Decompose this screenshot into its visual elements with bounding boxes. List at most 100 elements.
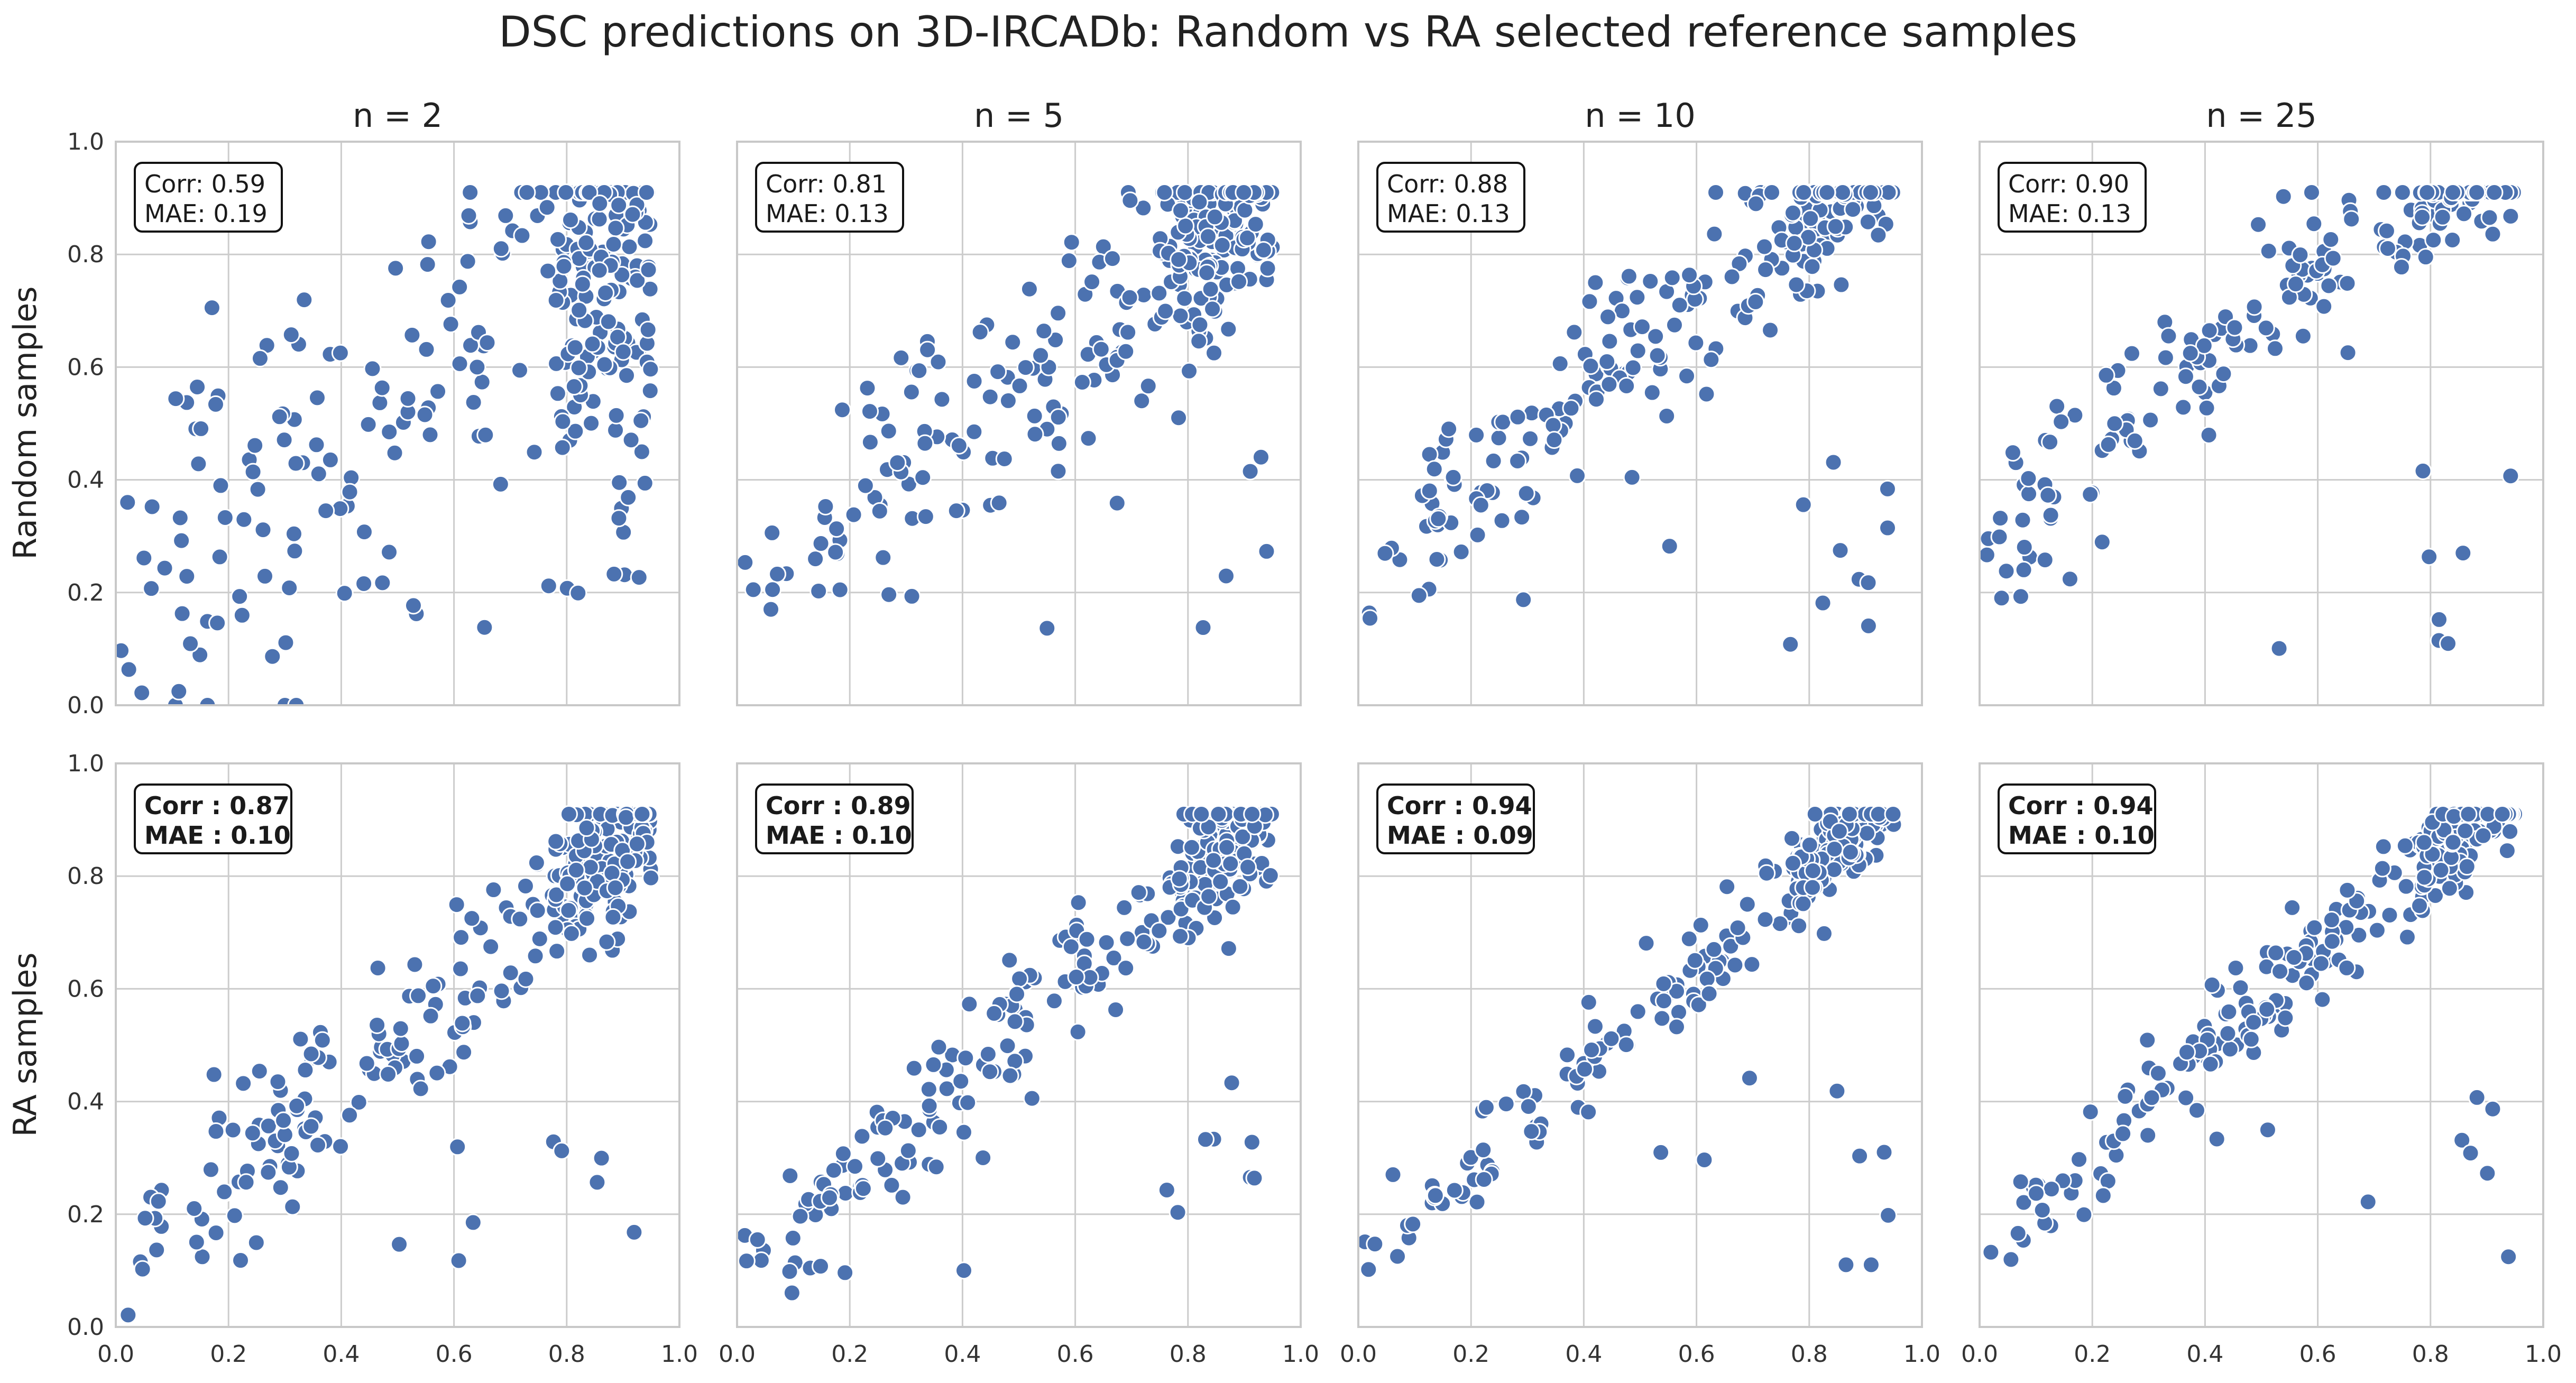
data-point xyxy=(1763,183,1781,201)
data-point xyxy=(263,647,282,666)
data-point xyxy=(2324,249,2342,268)
data-point xyxy=(170,682,188,700)
data-point xyxy=(1120,288,1139,307)
data-point xyxy=(2297,974,2316,992)
data-point xyxy=(916,508,935,526)
data-point xyxy=(1252,448,1270,466)
data-point xyxy=(409,986,428,1005)
data-point xyxy=(2181,344,2200,363)
data-point xyxy=(250,1062,269,1081)
data-point xyxy=(282,1144,301,1163)
data-point xyxy=(1800,836,1819,854)
y-tick-label: 0.0 xyxy=(67,692,104,719)
data-point xyxy=(516,877,535,896)
data-point xyxy=(1182,838,1201,856)
data-point xyxy=(905,1059,923,1077)
data-point xyxy=(2305,918,2324,937)
data-point xyxy=(1467,426,1486,444)
data-point xyxy=(307,436,326,454)
data-point xyxy=(1196,1130,1215,1149)
data-point xyxy=(2141,411,2160,429)
data-point xyxy=(1667,1018,1686,1036)
data-point xyxy=(780,1262,799,1281)
data-point xyxy=(2070,1150,2089,1169)
data-point xyxy=(1824,453,1843,472)
data-point xyxy=(288,1096,306,1115)
data-point xyxy=(447,896,466,914)
data-point xyxy=(235,510,253,529)
data-point xyxy=(475,618,494,637)
data-point xyxy=(762,600,780,619)
col-title-2: n = 10 xyxy=(1585,96,1696,135)
data-point xyxy=(858,379,877,398)
data-point xyxy=(2042,1180,2060,1198)
y-tick-label: 0.4 xyxy=(67,467,104,494)
data-point xyxy=(2242,1030,2260,1048)
data-point xyxy=(2048,397,2066,416)
data-point xyxy=(990,494,1008,512)
data-point xyxy=(1050,434,1068,453)
data-point xyxy=(2014,560,2033,579)
data-point xyxy=(2415,868,2434,887)
data-point xyxy=(1602,1029,1621,1048)
data-point xyxy=(215,1183,234,1201)
data-point xyxy=(929,353,947,371)
data-point xyxy=(1828,1082,1846,1100)
data-point xyxy=(2413,208,2432,226)
data-point xyxy=(363,359,382,378)
data-point xyxy=(614,343,632,361)
data-point xyxy=(1452,542,1470,561)
data-point xyxy=(1134,199,1153,217)
data-point xyxy=(2039,486,2057,504)
data-point xyxy=(2105,414,2124,433)
data-point xyxy=(464,1213,482,1232)
data-point xyxy=(539,577,558,595)
data-point xyxy=(2440,879,2459,898)
corr-label: Corr: 0.90 xyxy=(2008,170,2129,198)
data-point xyxy=(641,280,659,298)
data-point xyxy=(2276,1009,2295,1027)
data-point xyxy=(1257,542,1276,560)
data-point xyxy=(548,942,566,961)
data-point xyxy=(1804,862,1822,880)
data-point xyxy=(2214,365,2233,383)
data-point xyxy=(1475,1170,1493,1189)
corr-label: Corr: 0.59 xyxy=(144,170,265,198)
data-point xyxy=(999,391,1017,410)
data-point xyxy=(575,879,594,897)
data-point xyxy=(1583,1041,1601,1059)
data-point xyxy=(439,291,457,309)
data-point xyxy=(833,401,851,419)
data-point xyxy=(613,265,631,284)
data-point xyxy=(2498,842,2516,860)
data-point xyxy=(2123,344,2141,363)
data-point xyxy=(406,955,424,974)
data-point xyxy=(1119,323,1137,342)
data-point xyxy=(2176,367,2195,386)
scatter-panel-ra-0: 0.0 0.2 0.4 0.6 0.8 1.0 0.0 0.2 0.4 0.6 0.8 1.0 Corr… xyxy=(67,750,698,1368)
corr-label: Corr : 0.94 xyxy=(2008,791,2154,820)
data-point xyxy=(1425,460,1443,478)
data-point xyxy=(1006,1012,1024,1031)
data-point xyxy=(1117,342,1135,361)
data-point xyxy=(1691,916,1710,934)
data-point xyxy=(1787,275,1806,294)
data-point xyxy=(387,259,405,278)
data-point xyxy=(581,946,599,964)
data-point xyxy=(2271,962,2289,981)
data-point xyxy=(1218,838,1236,856)
x-tick-label: 0.8 xyxy=(548,1341,585,1368)
data-point xyxy=(2313,990,2332,1009)
data-point xyxy=(441,315,460,334)
data-point xyxy=(461,183,480,201)
data-point xyxy=(985,1004,1004,1022)
data-point xyxy=(1199,227,1217,246)
data-point xyxy=(173,604,191,623)
data-point xyxy=(302,1045,320,1063)
data-point xyxy=(2468,1088,2486,1107)
data-point xyxy=(1746,195,1765,213)
data-point xyxy=(1801,209,1820,228)
data-point xyxy=(464,393,483,412)
data-point xyxy=(2013,511,2032,529)
